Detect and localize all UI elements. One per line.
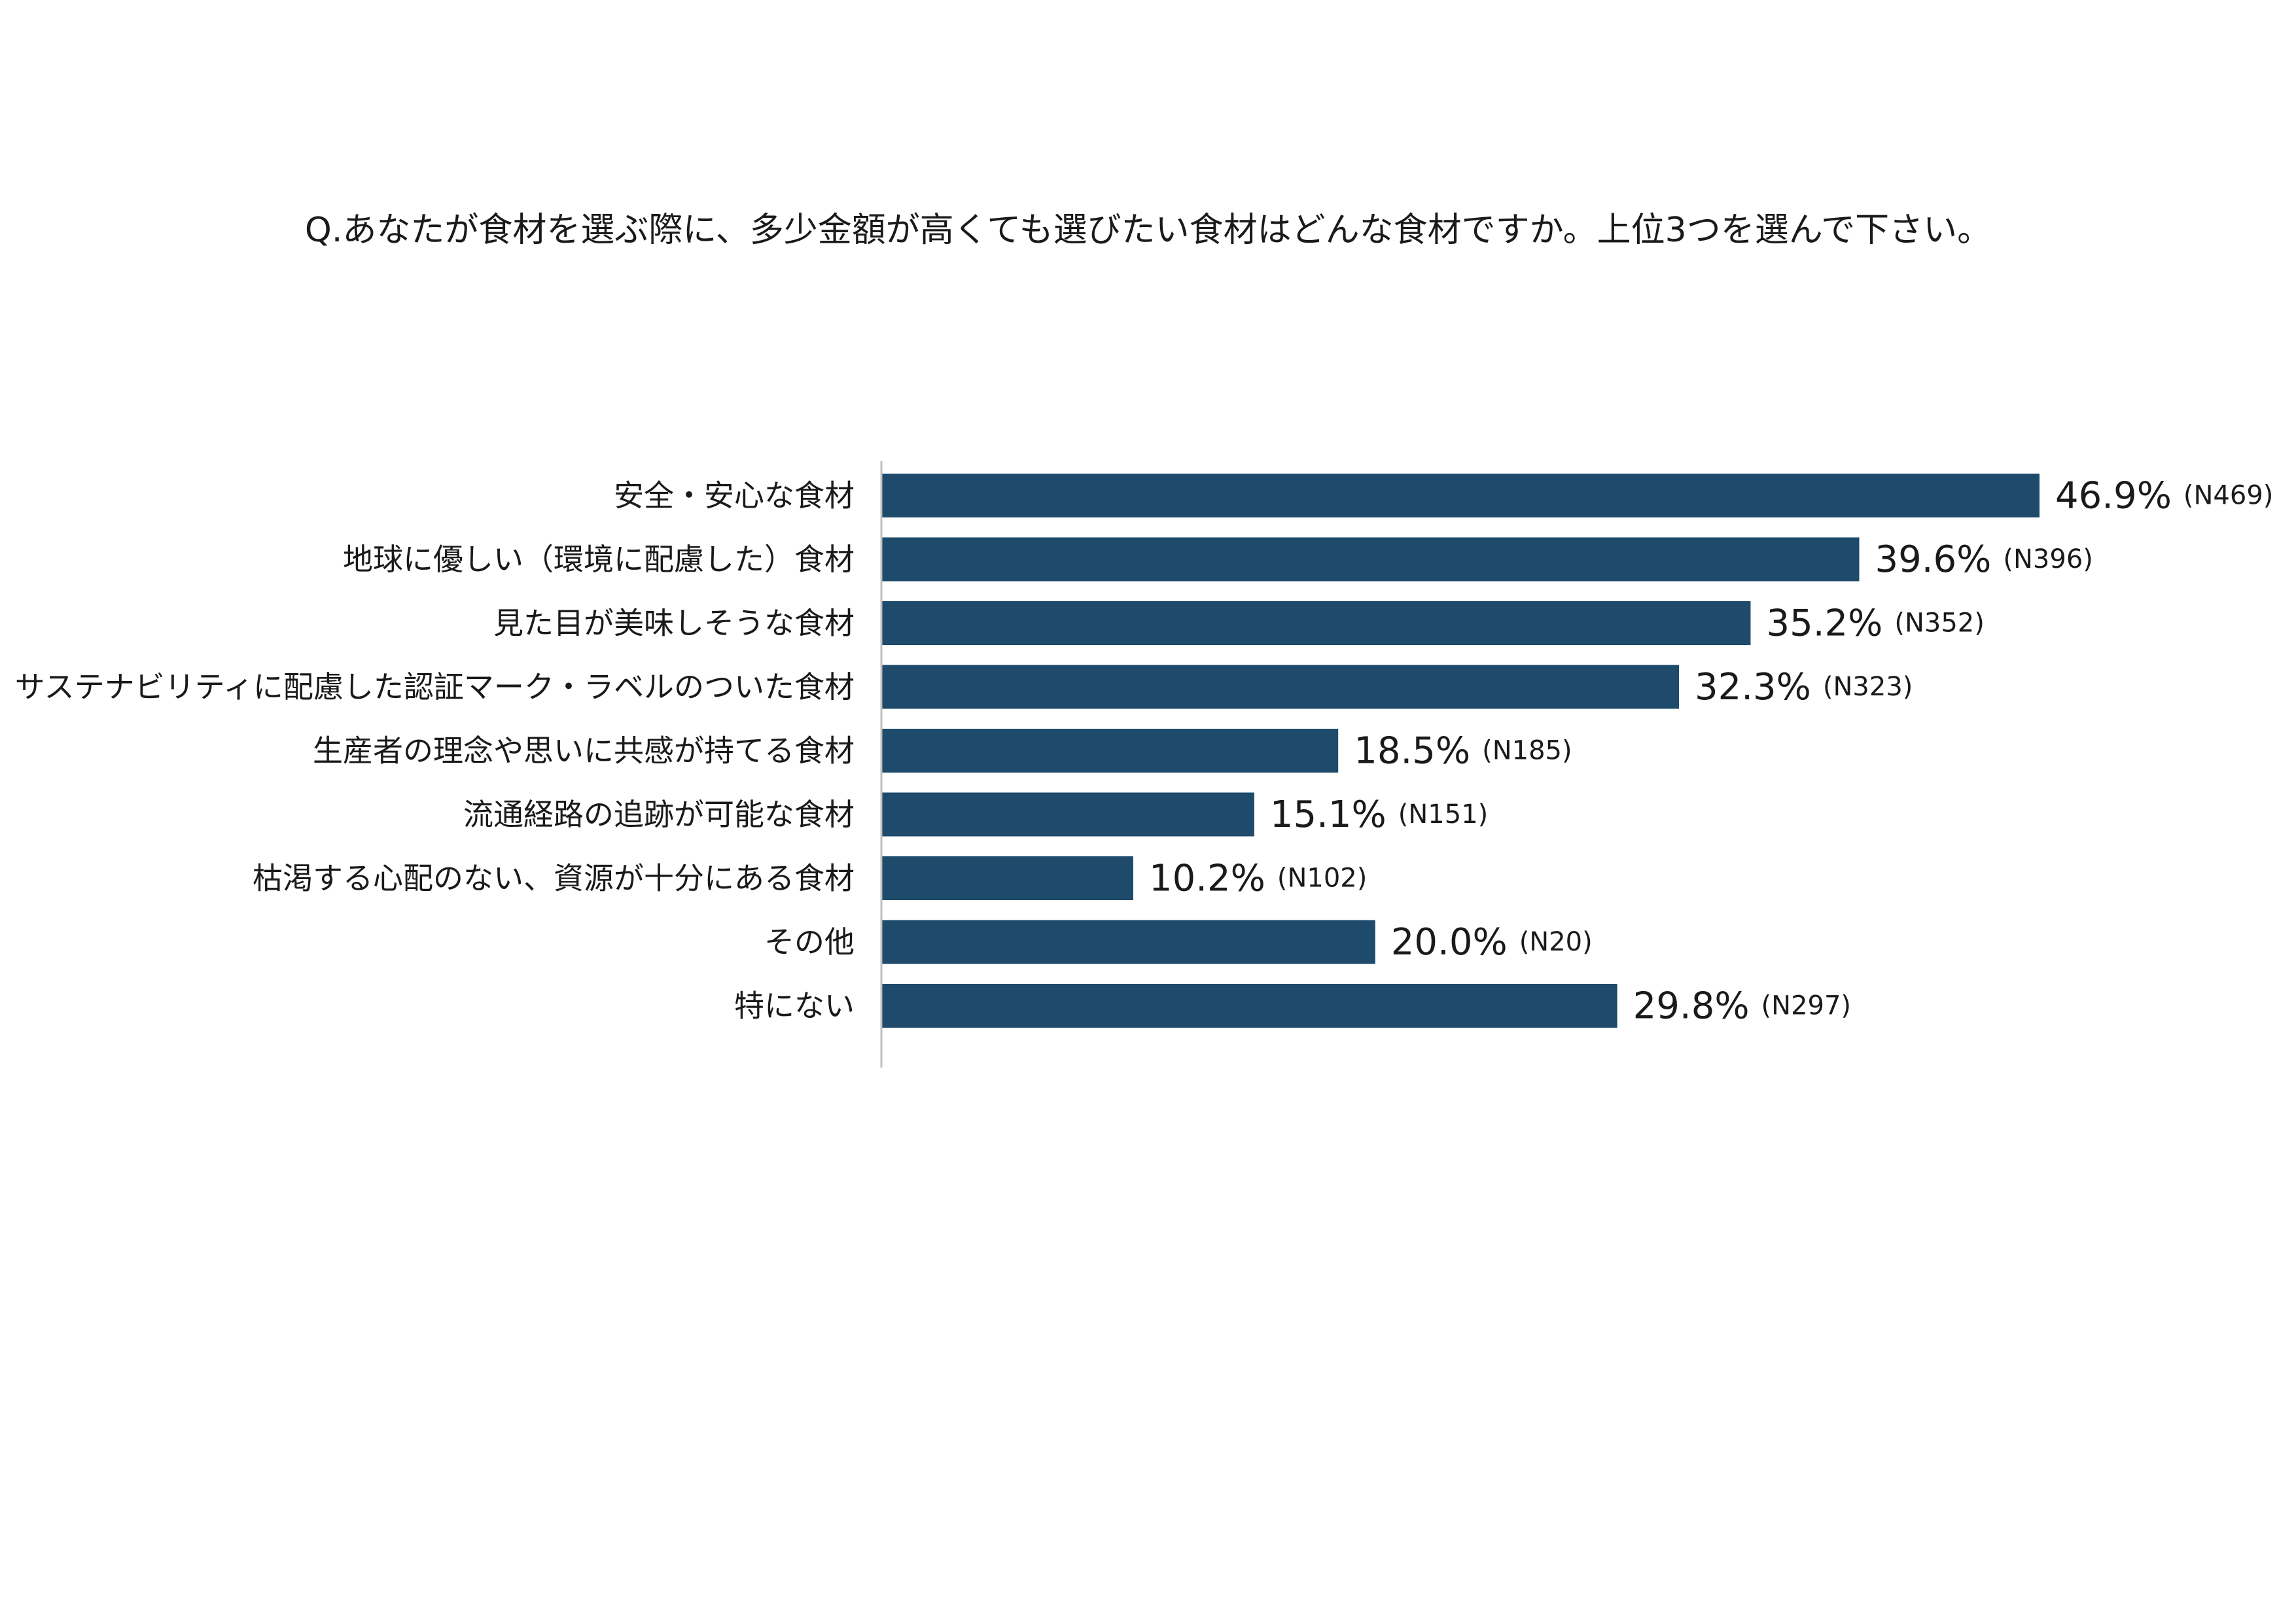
bar-2 xyxy=(881,537,1860,582)
value-label-7: 10.2% (N102) xyxy=(1149,857,1367,899)
value-labels-group: 46.9% (N469) 39.6% (N396) 35.2% (N352) 32.3% (N… xyxy=(1149,474,2273,1027)
n-count-text-8: (N20) xyxy=(1519,927,1593,957)
n-count-text-9: (N297) xyxy=(1761,991,1851,1021)
bar-9 xyxy=(881,984,1617,1028)
n-count-text-7: (N102) xyxy=(1277,864,1367,894)
bar-1 xyxy=(881,474,2040,517)
n-count-text-4: (N323) xyxy=(1823,672,1913,702)
value-label-4: 32.3% (N323) xyxy=(1695,666,1913,708)
percent-text-8: 20.0% xyxy=(1391,921,1508,964)
value-label-3: 35.2% (N352) xyxy=(1766,602,1984,644)
category-label-9: 特にない xyxy=(734,988,855,1024)
n-count-text-6: (N151) xyxy=(1398,799,1488,829)
percent-text-4: 32.3% xyxy=(1695,666,1811,708)
question-title: Q.あなたが食材を選ぶ際に、多少金額が高くても選びたい食材はどんな食材ですか。上… xyxy=(304,211,1992,250)
n-count-text-3: (N352) xyxy=(1894,608,1984,638)
percent-text-5: 18.5% xyxy=(1354,729,1470,772)
n-count-text-5: (N185) xyxy=(1482,736,1572,766)
value-label-8: 20.0% (N20) xyxy=(1391,921,1593,964)
category-label-7: 枯渇する心配のない、資源が十分にある食材 xyxy=(253,861,855,896)
category-label-4: サステナビリティに配慮した認証マーク・ラベルのついた食材 xyxy=(15,669,855,705)
category-label-1: 安全・安心な食材 xyxy=(614,478,855,514)
bar-8 xyxy=(881,920,1375,964)
value-label-2: 39.6% (N396) xyxy=(1875,538,2093,581)
value-label-9: 29.8% (N297) xyxy=(1633,985,1851,1027)
percent-text-1: 46.9% xyxy=(2055,474,2172,517)
bar-7 xyxy=(881,856,1133,900)
percent-text-7: 10.2% xyxy=(1149,857,1265,899)
bar-6 xyxy=(881,792,1254,837)
n-count-text-1: (N469) xyxy=(2183,481,2273,511)
bars-group xyxy=(881,474,2040,1028)
percent-text-3: 35.2% xyxy=(1766,602,1882,644)
bar-3 xyxy=(881,601,1751,645)
category-label-8: その他 xyxy=(764,924,855,960)
percent-text-9: 29.8% xyxy=(1633,985,1750,1027)
percent-text-2: 39.6% xyxy=(1875,538,1991,581)
category-label-3: 見た目が美味しそうな食材 xyxy=(493,606,855,641)
value-label-5: 18.5% (N185) xyxy=(1354,729,1572,772)
value-label-6: 15.1% (N151) xyxy=(1270,794,1488,836)
category-label-5: 生産者の理念や思いに共感が持てる食材 xyxy=(313,733,855,769)
bar-4 xyxy=(881,665,1679,709)
category-label-2: 地球に優しい（環境に配慮した）食材 xyxy=(343,542,855,577)
category-label-6: 流通経路の追跡が可能な食材 xyxy=(463,797,855,832)
percent-text-6: 15.1% xyxy=(1270,794,1386,836)
n-count-text-2: (N396) xyxy=(2003,544,2093,574)
category-labels-group: 安全・安心な食材地球に優しい（環境に配慮した）食材見た目が美味しそうな食材サステ… xyxy=(15,478,855,1024)
value-label-1: 46.9% (N469) xyxy=(2055,474,2273,517)
bar-5 xyxy=(881,729,1339,773)
